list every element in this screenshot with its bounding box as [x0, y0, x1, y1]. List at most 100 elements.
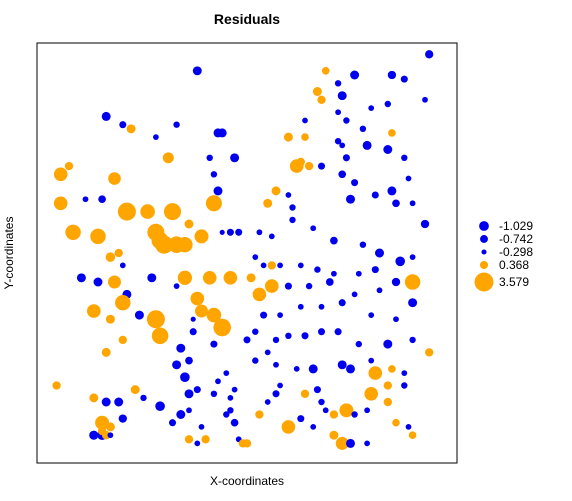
- residual-point: [146, 310, 165, 329]
- residual-point: [383, 381, 392, 390]
- residual-point: [176, 343, 186, 353]
- legend-label: -0.742: [499, 232, 533, 246]
- residual-point: [90, 228, 106, 245]
- residual-point: [346, 194, 355, 204]
- residual-point: [173, 283, 180, 289]
- residual-point: [243, 336, 251, 344]
- residual-point: [313, 386, 321, 394]
- residual-point: [252, 357, 259, 364]
- residual-point: [318, 398, 325, 406]
- residual-point: [82, 196, 89, 203]
- residual-point: [297, 262, 304, 269]
- residual-point: [108, 172, 121, 185]
- residual-point: [264, 399, 271, 405]
- residual-point: [383, 397, 392, 407]
- residual-point: [395, 256, 406, 267]
- residual-point: [425, 348, 434, 357]
- legend-label: -1.029: [499, 219, 533, 233]
- residual-point: [255, 410, 264, 419]
- residual-point: [213, 186, 223, 196]
- residual-point: [235, 228, 243, 236]
- residual-point: [190, 291, 205, 306]
- residual-point: [339, 403, 354, 418]
- residual-point: [312, 87, 322, 96]
- residual-point: [409, 336, 416, 344]
- residual-point: [387, 70, 397, 80]
- residual-point: [260, 262, 267, 269]
- residual-point: [388, 129, 396, 137]
- residual-point: [252, 287, 267, 302]
- residual-point: [118, 414, 127, 423]
- residual-point: [93, 277, 103, 287]
- residual-point: [173, 121, 180, 128]
- residual-point: [350, 70, 360, 80]
- residual-point: [337, 91, 347, 101]
- residual-point: [98, 195, 106, 204]
- residual-point: [355, 270, 362, 277]
- residual-point: [206, 154, 213, 161]
- residual-point: [193, 386, 201, 394]
- residual-point: [304, 161, 314, 171]
- residual-point: [176, 410, 186, 419]
- legend-marker: [480, 235, 488, 243]
- residual-point: [107, 432, 114, 439]
- residual-point: [105, 314, 115, 324]
- residual-point: [364, 386, 379, 401]
- residual-point: [405, 175, 412, 182]
- residual-point: [383, 339, 393, 349]
- residual-point: [272, 336, 280, 344]
- residual-point: [310, 424, 317, 430]
- residual-point: [405, 424, 412, 430]
- residual-point: [147, 273, 157, 283]
- residual-point: [130, 385, 140, 395]
- residual-point: [89, 430, 99, 440]
- residual-point: [338, 170, 347, 179]
- residual-point: [219, 229, 225, 235]
- residual-point: [184, 389, 194, 399]
- residual-point: [408, 298, 418, 308]
- residual-point: [101, 111, 111, 121]
- residual-point: [300, 389, 310, 398]
- residual-point: [317, 328, 326, 336]
- residual-point: [263, 198, 273, 208]
- residual-point: [267, 261, 276, 270]
- residual-point: [252, 254, 259, 260]
- residual-point: [184, 219, 194, 229]
- residual-point: [151, 327, 169, 345]
- points-layer: [52, 50, 434, 450]
- residual-point: [223, 411, 230, 418]
- residual-point: [227, 395, 234, 401]
- residual-point: [260, 311, 268, 319]
- residual-point: [285, 192, 292, 198]
- residual-point: [230, 153, 240, 163]
- residual-point: [102, 431, 111, 440]
- residual-point: [180, 372, 190, 383]
- legend-label: -0.298: [499, 245, 533, 259]
- residual-point: [334, 138, 342, 145]
- residual-point: [308, 364, 318, 374]
- residual-point: [185, 356, 193, 365]
- residual-point: [117, 202, 136, 221]
- residual-point: [368, 105, 375, 111]
- residual-point: [289, 216, 296, 224]
- residual-point: [355, 340, 362, 348]
- residual-point: [351, 411, 358, 418]
- residual-point: [359, 241, 367, 248]
- residual-point: [168, 419, 177, 427]
- residual-point: [401, 382, 408, 389]
- residual-point: [177, 236, 193, 253]
- residual-point: [371, 266, 379, 274]
- residual-point: [189, 328, 197, 336]
- residual-point: [408, 431, 417, 440]
- residual-point: [393, 316, 399, 323]
- residual-point: [409, 200, 416, 207]
- residual-point: [53, 196, 68, 211]
- residual-point: [95, 415, 110, 430]
- residual-point: [376, 287, 383, 294]
- residual-point: [205, 195, 222, 212]
- residual-point: [268, 233, 275, 240]
- residual-point: [252, 328, 259, 335]
- residual-point: [215, 378, 221, 385]
- residual-point: [53, 167, 68, 182]
- residual-point: [301, 332, 309, 340]
